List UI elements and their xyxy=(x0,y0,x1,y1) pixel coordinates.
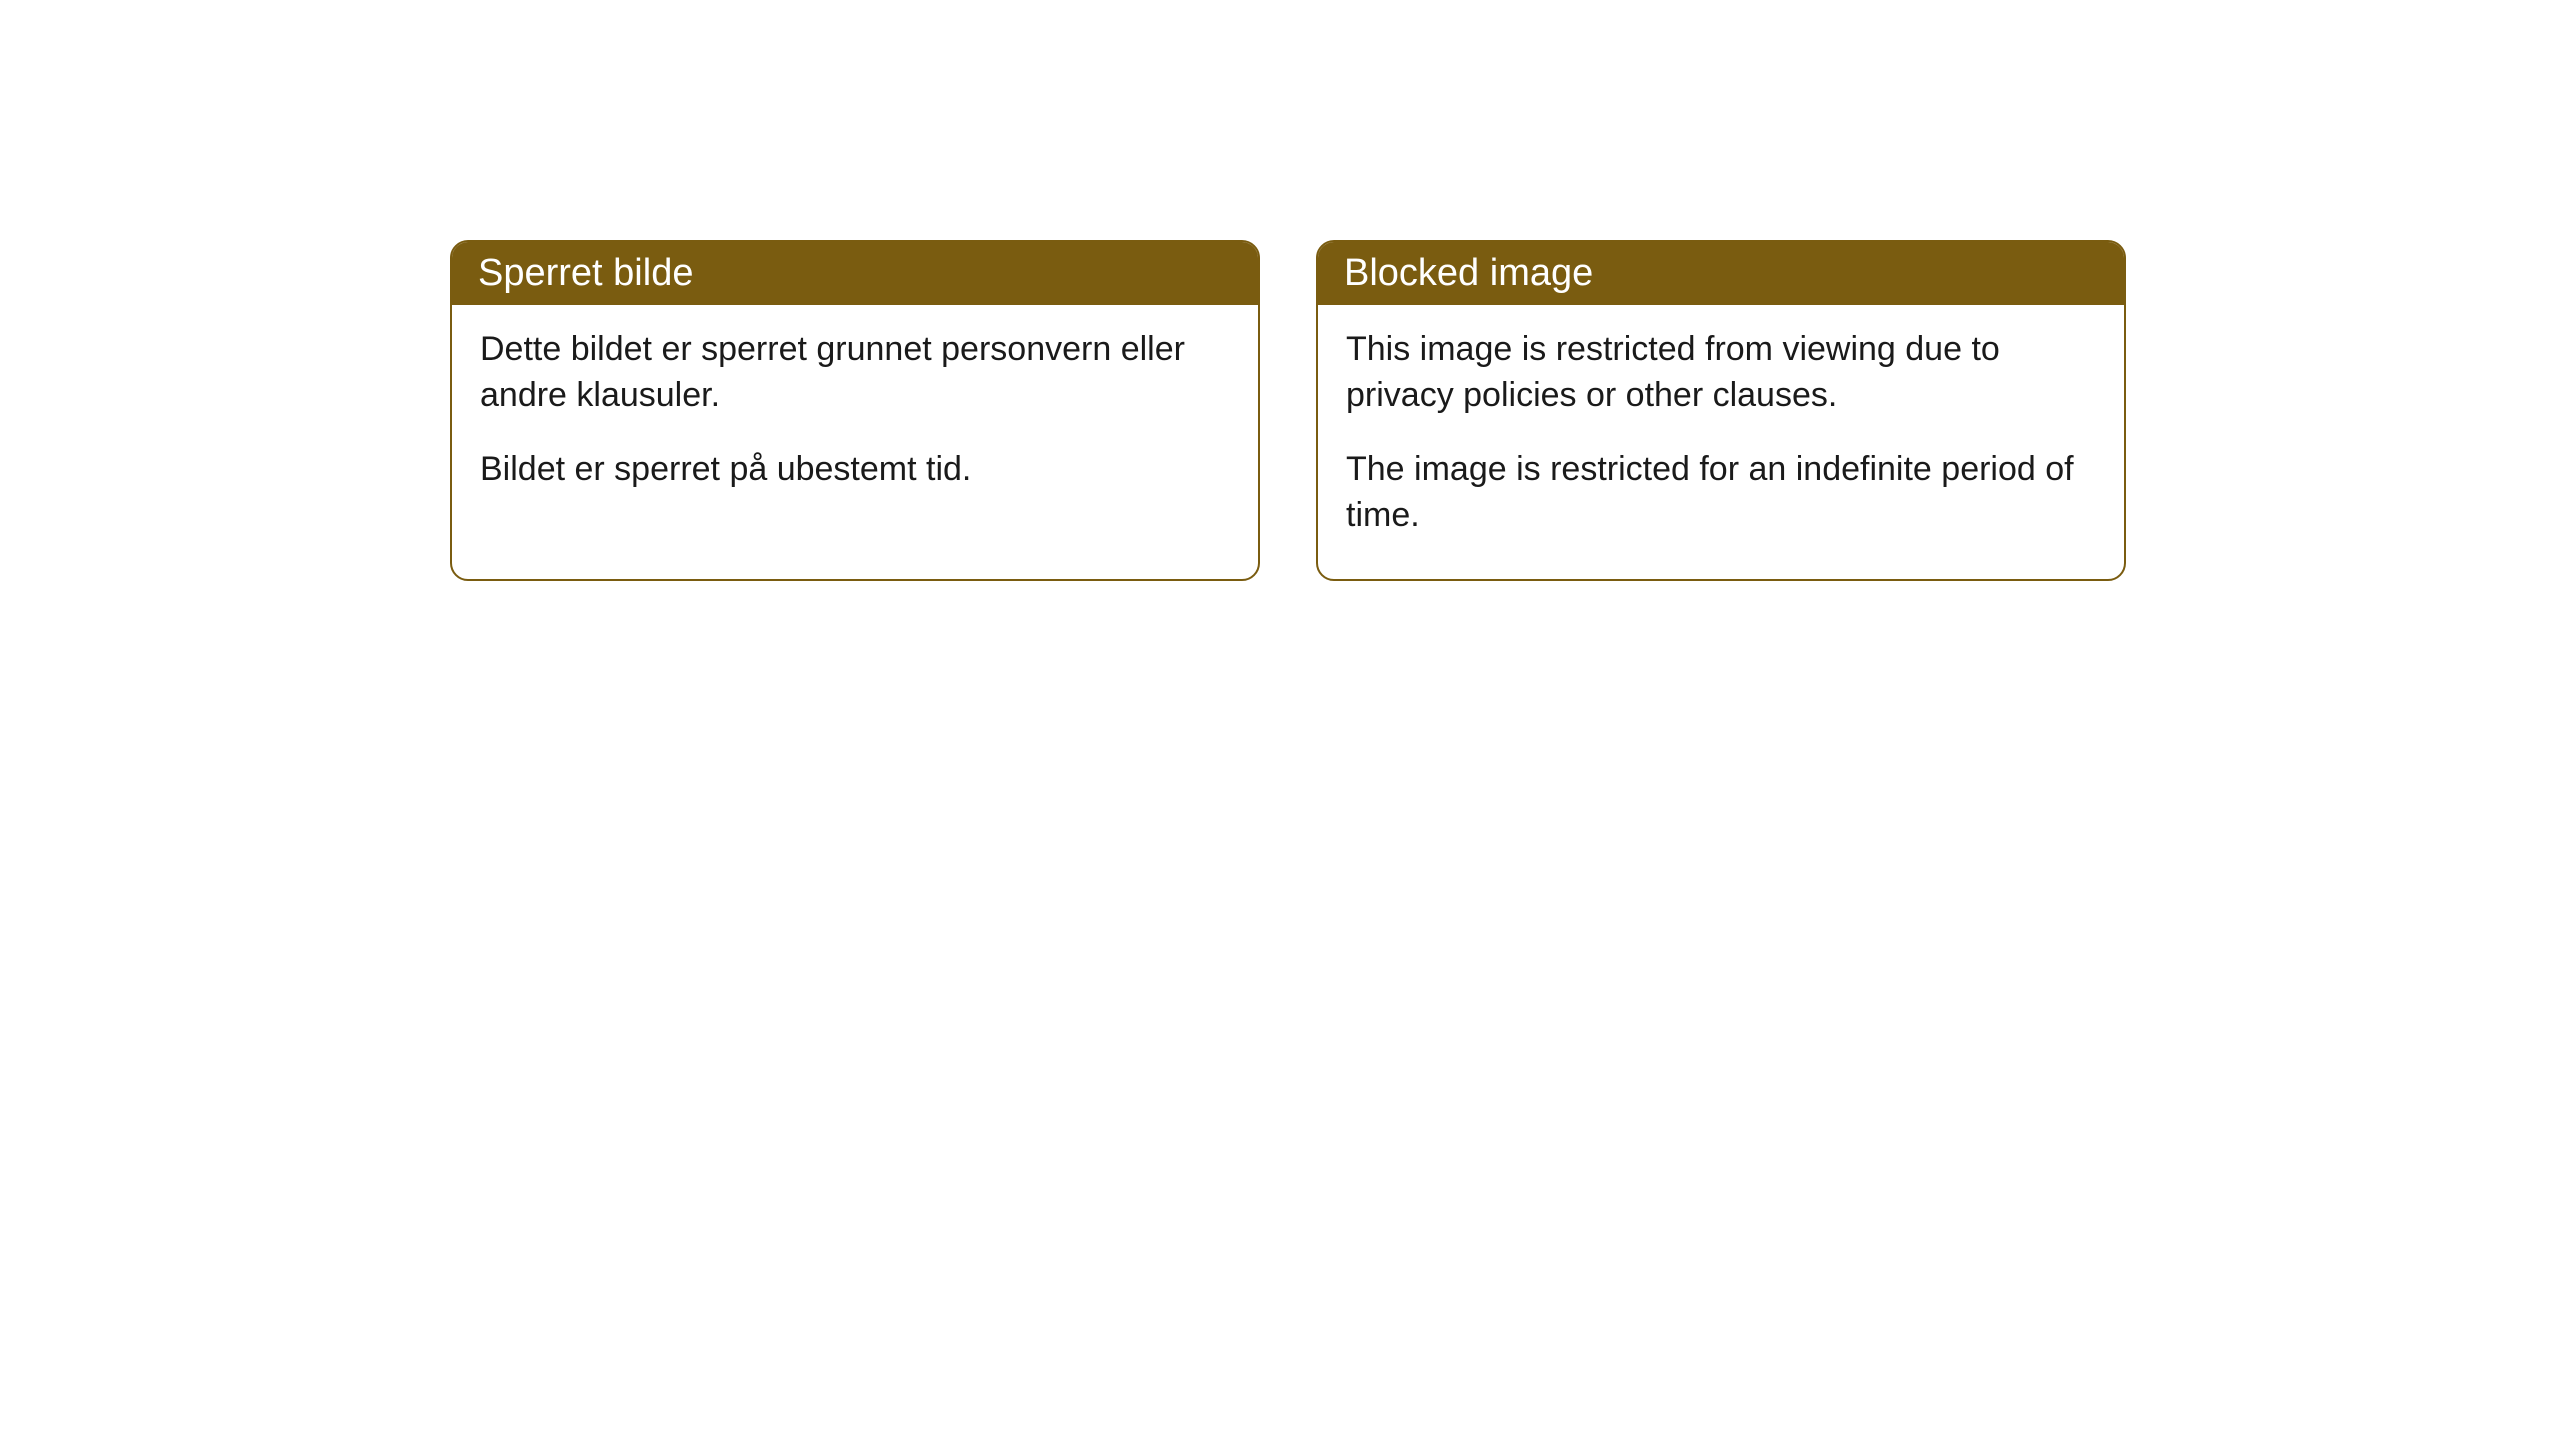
notice-card-norwegian: Sperret bilde Dette bildet er sperret gr… xyxy=(450,240,1260,581)
card-header: Blocked image xyxy=(1318,242,2124,305)
card-paragraph: The image is restricted for an indefinit… xyxy=(1346,447,2096,539)
card-paragraph: Dette bildet er sperret grunnet personve… xyxy=(480,327,1230,419)
card-body: Dette bildet er sperret grunnet personve… xyxy=(452,305,1258,533)
card-title: Sperret bilde xyxy=(478,252,693,294)
notice-card-english: Blocked image This image is restricted f… xyxy=(1316,240,2126,581)
card-paragraph: Bildet er sperret på ubestemt tid. xyxy=(480,447,1230,493)
card-paragraph: This image is restricted from viewing du… xyxy=(1346,327,2096,419)
card-title: Blocked image xyxy=(1344,252,1593,294)
card-header: Sperret bilde xyxy=(452,242,1258,305)
card-body: This image is restricted from viewing du… xyxy=(1318,305,2124,579)
notice-container: Sperret bilde Dette bildet er sperret gr… xyxy=(450,240,2126,581)
